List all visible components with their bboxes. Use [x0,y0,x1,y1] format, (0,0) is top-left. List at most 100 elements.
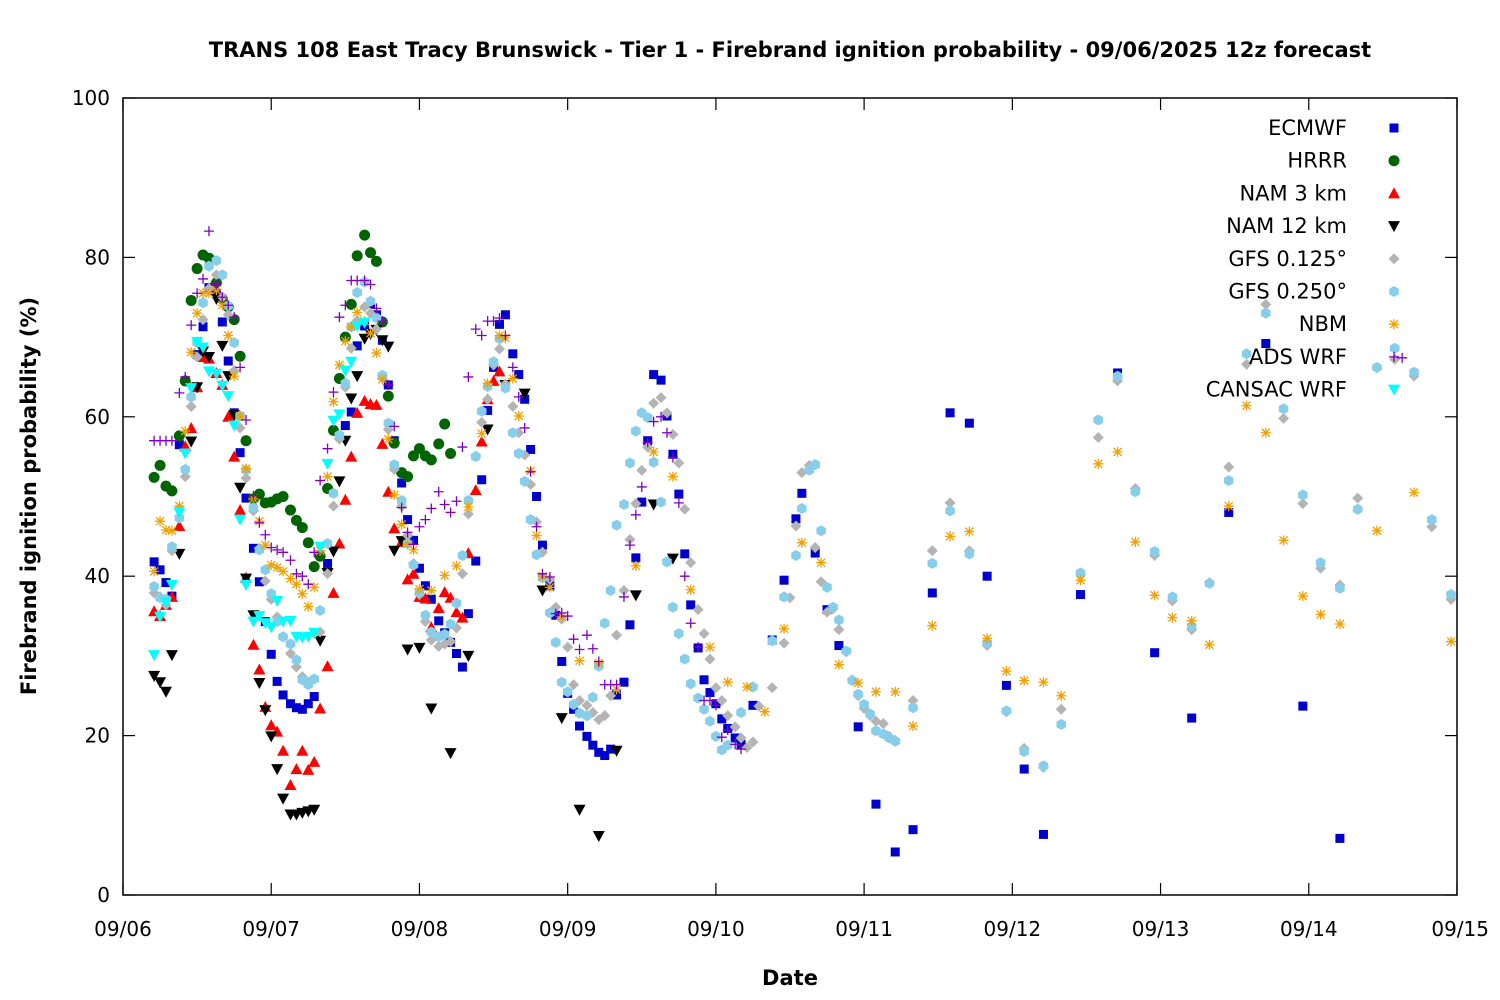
data-point-ads-wrf [377,316,388,327]
data-point-ecmwf [582,731,592,741]
data-point-hrrr [425,454,437,466]
data-point-ecmwf [834,641,844,651]
data-point-cansac-wrf [165,579,178,591]
data-point-nbm [211,285,222,296]
data-point-nbm [371,348,382,359]
legend-label-cansac-wrf: CANSAC WRF [1206,378,1347,402]
data-point-ads-wrf [303,579,314,590]
data-point-ads-wrf [359,275,370,286]
data-point-ecmwf [1224,507,1234,517]
data-point-hrrr [154,459,166,471]
data-point-gfs-0-125 [778,637,790,649]
data-point-nbm [291,579,302,590]
legend-label-nbm: NBM [1299,312,1347,336]
data-point-hrrr [284,504,296,516]
data-point-gfs-0-125 [462,508,474,520]
data-point-ads-wrf [266,542,277,553]
data-point-cansac-wrf [277,616,290,628]
data-point-gfs-0-250 [500,382,511,394]
data-point-nbm [439,570,450,581]
data-point-ecmwf [748,700,758,710]
data-point-nbm [1075,575,1086,586]
data-point-gfs-0-250 [945,505,955,517]
data-point-nbm [365,328,376,339]
data-point-ecmwf [656,375,666,385]
data-point-ecmwf [537,540,547,550]
data-point-ecmwf [637,497,647,507]
data-point-gfs-0-125 [704,653,716,665]
data-point-nbm [1223,501,1234,512]
data-point-gfs-0-250 [674,628,684,640]
data-point-nam-12-km [165,650,178,662]
data-point-cansac-wrf [271,595,284,607]
data-point-hrrr [345,298,357,310]
data-point-nbm [229,371,240,382]
data-point-gfs-0-250 [574,707,585,719]
data-point-nam-12-km [573,804,586,816]
data-point-cansac-wrf [247,616,260,628]
data-point-cansac-wrf [173,507,186,519]
data-point-gfs-0-125 [240,472,252,484]
data-point-ecmwf [705,688,715,698]
data-point-ecmwf [426,594,436,604]
data-point-ecmwf [457,662,467,672]
legend-marker-nam-12-km [1388,221,1400,233]
y-tick-label: 0 [97,883,110,907]
data-point-nbm [223,330,234,341]
data-point-cansac-wrf [302,631,315,643]
data-point-ads-wrf [229,312,240,323]
data-point-gfs-0-125 [185,400,197,412]
data-point-nam-3-km [234,504,247,516]
data-point-gfs-0-250 [685,678,696,690]
data-point-ads-wrf [272,544,283,555]
data-point-nbm [890,686,901,697]
data-point-nbm [1112,446,1123,457]
x-tick-label: 09/13 [1132,917,1190,941]
data-point-nam-3-km [358,394,371,406]
data-point-ads-wrf [642,437,653,448]
data-point-nam-12-km [253,677,266,689]
data-point-nam-12-km [629,590,642,602]
data-point-ads-wrf [636,481,647,492]
data-point-nam-12-km [265,731,278,743]
data-point-ads-wrf [241,414,252,425]
data-point-gfs-0-250 [859,699,869,710]
data-point-nbm [155,516,166,527]
data-point-gfs-0-125 [648,397,660,409]
data-point-gfs-0-125 [179,471,191,483]
data-point-ecmwf [717,714,727,724]
data-point-hrrr [382,390,394,402]
y-tick-label: 20 [85,724,110,748]
data-point-gfs-0-250 [334,429,345,441]
data-point-nbm [779,623,790,634]
data-point-ads-wrf [223,300,234,311]
data-point-gfs-0-125 [710,682,722,694]
legend-label-nam-12-km: NAM 12 km [1226,214,1347,238]
data-point-ads-wrf [656,411,667,422]
data-point-ecmwf [346,407,356,417]
data-point-gfs-0-125 [735,732,747,744]
data-point-nbm [908,721,919,732]
legend-label-ecmwf: ECMWF [1268,116,1347,140]
data-point-gfs-0-125 [581,699,593,711]
data-point-ecmwf [248,543,258,553]
data-point-hrrr [351,250,363,262]
x-tick-label: 09/12 [984,917,1042,941]
data-point-ecmwf [532,492,542,501]
data-point-gfs-0-250 [562,686,573,698]
data-point-gfs-0-250 [1298,489,1308,501]
data-point-ads-wrf [340,300,351,311]
data-point-gfs-0-125 [482,393,494,405]
data-point-ecmwf [526,444,536,454]
data-point-nam-3-km [302,763,315,775]
data-point-gfs-0-250 [767,635,777,647]
data-point-gfs-0-125 [476,416,488,428]
data-point-nam-12-km [327,546,340,558]
data-point-ecmwf [810,548,820,558]
data-point-gfs-0-250 [927,557,938,569]
data-point-ads-wrf [260,529,271,540]
data-point-ecmwf [945,408,955,418]
data-point-gfs-0-125 [568,679,580,691]
data-point-nbm [1260,427,1271,438]
